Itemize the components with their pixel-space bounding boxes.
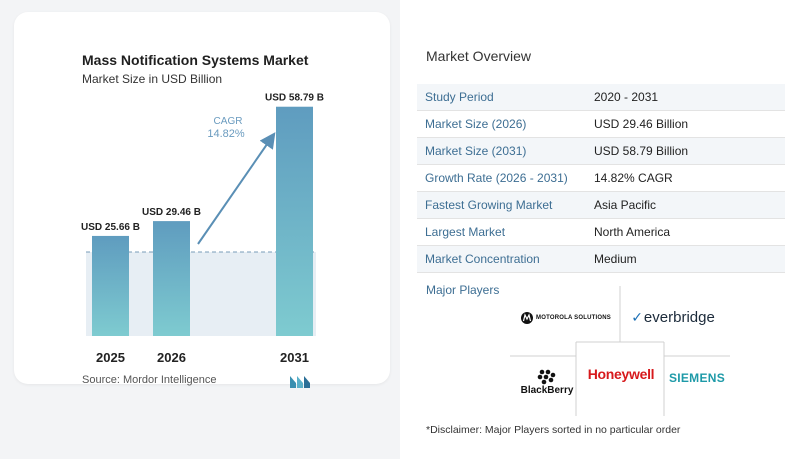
disclaimer-text: *Disclaimer: Major Players sorted in no … (426, 424, 681, 436)
overview-row-value: North America (594, 225, 671, 239)
motorola-logo-text: MOTOROLA SOLUTIONS (536, 315, 611, 321)
siemens-logo: SIEMENS (666, 368, 728, 388)
overview-row: Growth Rate (2026 - 2031) 14.82% CAGR (417, 165, 785, 192)
motorola-solutions-logo: MOTOROLA SOLUTIONS (516, 308, 616, 328)
major-players-title: Major Players (426, 283, 500, 297)
chart-title: Mass Notification Systems Market (82, 52, 309, 68)
source-text: Source: Mordor Intelligence (82, 374, 217, 386)
overview-row-label: Study Period (425, 90, 494, 104)
overview-row: Largest Market North America (417, 219, 785, 246)
cagr-label: CAGR (214, 116, 243, 127)
chart-card: Mass Notification Systems Market Market … (14, 12, 390, 388)
cagr-arrow (197, 132, 276, 245)
blackberry-logo-text: BlackBerry (520, 384, 574, 396)
mordor-logo (290, 374, 312, 393)
bar-2031 (276, 106, 313, 337)
bar-2025 (92, 235, 129, 336)
overview-row-value: USD 29.46 Billion (594, 117, 689, 131)
overview-row-label: Market Size (2031) (425, 144, 527, 158)
overview-row-value: Asia Pacific (594, 198, 657, 212)
overview-title: Market Overview (426, 48, 532, 64)
overview-row-label: Largest Market (425, 225, 506, 239)
overview-row: Market Size (2031) USD 58.79 Billion (417, 138, 785, 165)
overview-row: Study Period 2020 - 2031 (417, 84, 785, 111)
everbridge-check-icon: ✓ (631, 308, 643, 325)
x-tick-label: 2025 (96, 350, 125, 365)
players-grid-lines (510, 286, 730, 416)
bar-chart: USD 25.66 B 2025 USD 29.46 B 2026 USD 58.79 … (81, 93, 324, 365)
siemens-logo-text: SIEMENS (668, 371, 726, 385)
overview-row-label: Fastest Growing Market (425, 198, 553, 212)
cagr-value: 14.82% (207, 128, 245, 140)
bar-2026 (153, 221, 190, 336)
x-tick-label: 2031 (280, 350, 309, 365)
bar-value-label: USD 58.79 B (265, 93, 324, 104)
bar-value-label: USD 29.46 B (142, 207, 201, 218)
market-overview-panel: Market Overview Study Period 2020 - 2031 M… (400, 0, 800, 459)
overview-row-label: Growth Rate (2026 - 2031) (425, 171, 568, 185)
honeywell-logo: Honeywell (578, 362, 664, 386)
overview-row: Market Concentration Medium (417, 246, 785, 273)
overview-row: Fastest Growing Market Asia Pacific (417, 192, 785, 219)
honeywell-logo-text: Honeywell (587, 366, 655, 382)
overview-row-label: Market Concentration (425, 252, 540, 266)
x-tick-label: 2026 (157, 350, 186, 365)
everbridge-logo: ✓ everbridge (626, 306, 720, 328)
overview-row-value: USD 58.79 Billion (594, 144, 689, 158)
overview-row-value: 2020 - 2031 (594, 90, 659, 104)
overview-row-value: Medium (594, 252, 637, 266)
bar-value-label: USD 25.66 B (81, 222, 140, 233)
everbridge-logo-text: everbridge (643, 308, 715, 326)
blackberry-logo: BlackBerry (516, 364, 578, 400)
overview-row: Market Size (2026) USD 29.46 Billion (417, 111, 785, 138)
chart-subtitle: Market Size in USD Billion (82, 72, 223, 86)
overview-row-value: 14.82% CAGR (594, 171, 673, 185)
overview-row-label: Market Size (2026) (425, 117, 527, 131)
